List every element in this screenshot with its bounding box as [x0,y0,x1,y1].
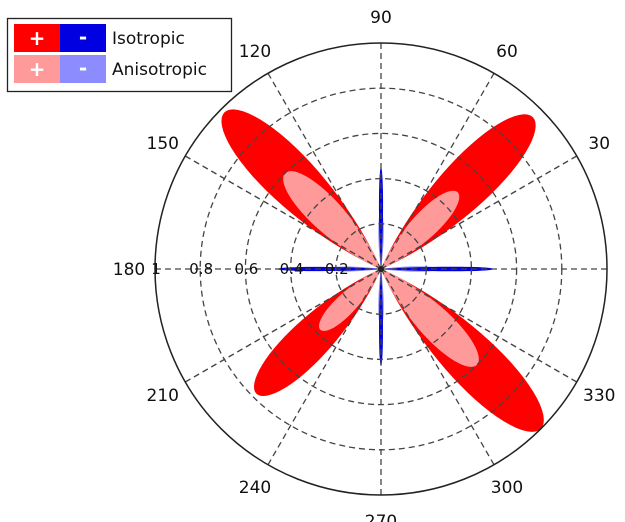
radial-tick-label-1: 1 [151,260,161,278]
angular-gridline-30 [380,155,578,270]
axis-labels: 03060901201501802102402703003300.20.40.6… [113,8,616,522]
angle-tick-label-90: 90 [370,8,392,28]
angle-tick-label-60: 60 [496,42,518,62]
legend-label-isotropic: Isotropic [112,29,185,49]
angle-tick-label-210: 210 [147,386,179,406]
legend-swatch-anisotropic-negative [60,55,106,83]
angular-gridline-300 [380,268,495,466]
lobe-anisotropic-positive-45 [381,190,460,269]
legend-swatch-isotropic-positive [14,24,60,52]
lobe-isotropic-negative-0 [381,266,494,272]
angular-gridline-150 [184,155,382,270]
angular-gridline-120 [267,72,382,270]
angular-gridline-240 [267,268,382,466]
angular-gridline-60 [380,72,495,270]
polar-outer-frame [154,42,608,496]
legend-label-anisotropic: Anisotropic [112,60,207,80]
legend-negative-sign: - [79,56,87,80]
radial-tick-label-0.8: 0.8 [189,260,213,278]
polar-grid [154,42,608,496]
legend-swatch-isotropic-negative [60,24,106,52]
lobe-anisotropic-positive-135 [283,171,381,269]
angular-gridline-330 [380,268,578,383]
angle-tick-label-120: 120 [239,42,271,62]
legend: + - Isotropic + - Anisotropic [6,17,233,93]
legend-swatch-anisotropic-positive [14,55,60,83]
angular-gridline-210 [184,268,382,383]
legend-positive-sign: + [29,57,46,81]
lobe-isotropic-negative-270 [379,269,383,367]
radial-tick-label-0.6: 0.6 [234,260,258,278]
angle-tick-label-150: 150 [147,134,179,154]
angle-tick-label-240: 240 [239,478,271,498]
polar-origin [378,266,384,272]
angle-tick-label-330: 330 [583,386,615,406]
angle-tick-label-300: 300 [491,478,523,498]
radial-tick-label-0.2: 0.2 [325,260,349,278]
lobe-anisotropic-positive-225 [319,269,381,331]
angle-tick-label-270: 270 [365,512,397,522]
angle-tick-label-30: 30 [588,134,610,154]
legend-negative-sign: - [79,25,87,49]
radial-tick-label-0.4: 0.4 [280,260,304,278]
legend-positive-sign: + [29,26,46,50]
angle-tick-label-180: 180 [113,260,145,280]
lobe-anisotropic-positive-315 [381,269,479,367]
